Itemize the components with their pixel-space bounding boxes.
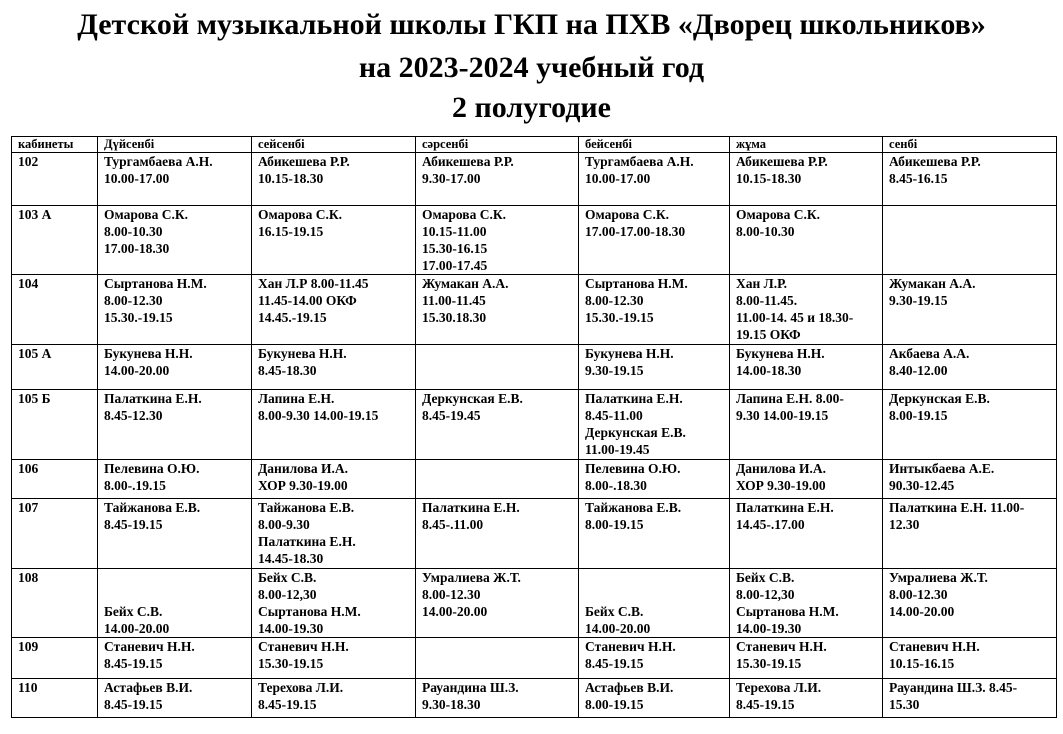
schedule-cell: Астафьев В.И. 8.00-19.15 bbox=[578, 678, 730, 718]
schedule-cell: Абикешева Р.Р. 8.45-16.15 bbox=[882, 152, 1057, 206]
schedule-cell: Деркунская Е.В. 8.45-19.45 bbox=[415, 389, 579, 460]
schedule-cell: Бейх С.В. 8.00-12,30 Сыртанова Н.М. 14.0… bbox=[251, 568, 416, 638]
schedule-cell: Сыртанова Н.М. 8.00-12.30 15.30.-19.15 bbox=[97, 274, 252, 345]
room-cell: 109 bbox=[11, 637, 98, 679]
schedule-table: кабинеты Дүйсенбі сейсенбі сәрсенбі бейсенбі… bbox=[11, 136, 1057, 718]
schedule-cell: Жумакан А.А. 11.00-11.45 15.30.18.30 bbox=[415, 274, 579, 345]
room-cell: 104 bbox=[11, 274, 98, 345]
table-row: 107 Тайжанова Е.В. 8.45-19.15 Тайжанова Е.… bbox=[11, 498, 1057, 569]
schedule-cell: Станевич Н.Н. 10.15-16.15 bbox=[882, 637, 1057, 679]
schedule-cell: Палаткина Е.Н. 11.00- 12.30 bbox=[882, 498, 1057, 569]
schedule-cell: Лапина Е.Н. 8.00- 9.30 14.00-19.15 bbox=[729, 389, 883, 460]
schedule-cell: Омарова С.К. 10.15-11.00 15.30-16.15 17.… bbox=[415, 205, 579, 275]
schedule-cell: Сыртанова Н.М. 8.00-12.30 15.30.-19.15 bbox=[578, 274, 730, 345]
header-row: кабинеты Дүйсенбі сейсенбі сәрсенбі бейсенбі… bbox=[11, 136, 1057, 153]
schedule-cell: Омарова С.К. 8.00-10.30 bbox=[729, 205, 883, 275]
column-header: бейсенбі bbox=[578, 136, 730, 153]
room-cell: 108 bbox=[11, 568, 98, 638]
table-row: 105 Б Палаткина Е.Н. 8.45-12.30 Лапина Е.Н… bbox=[11, 389, 1057, 460]
table-row: 108 Бейх С.В. 14.00-20.00 Бейх С.В. 8.00-… bbox=[11, 568, 1057, 638]
schedule-cell: Абикешева Р.Р. 10.15-18.30 bbox=[251, 152, 416, 206]
schedule-cell: Станевич Н.Н. 15.30-19.15 bbox=[729, 637, 883, 679]
academic-year: на 2023-2024 учебный год bbox=[358, 51, 705, 84]
room-cell: 102 bbox=[11, 152, 98, 206]
table-row: 104 Сыртанова Н.М. 8.00-12.30 15.30.-19.1… bbox=[11, 274, 1057, 345]
schedule-cell: Астафьев В.И. 8.45-19.15 bbox=[97, 678, 252, 718]
schedule-cell: Данилова И.А. ХОР 9.30-19.00 bbox=[251, 459, 416, 499]
column-header: сейсенбі bbox=[251, 136, 416, 153]
schedule-cell bbox=[415, 459, 579, 499]
room-cell: 105 А bbox=[11, 344, 98, 390]
schedule-cell bbox=[415, 637, 579, 679]
schedule-cell: Тургамбаева А.Н. 10.00-17.00 bbox=[578, 152, 730, 206]
schedule-cell: Станевич Н.Н. 8.45-19.15 bbox=[578, 637, 730, 679]
column-header: сәрсенбі bbox=[415, 136, 579, 153]
table-row: 102 Тургамбаева А.Н. 10.00-17.00 Абикешева… bbox=[11, 152, 1057, 206]
schedule-cell: Абикешева Р.Р. 10.15-18.30 bbox=[729, 152, 883, 206]
schedule-cell: Рауандина Ш.З. 8.45- 15.30 bbox=[882, 678, 1057, 718]
schedule-cell: Букунева Н.Н. 14.00-20.00 bbox=[97, 344, 252, 390]
table-row: 110 Астафьев В.И. 8.45-19.15 Терехова Л.И.… bbox=[11, 678, 1057, 718]
schedule-cell: Умралиева Ж.Т. 8.00-12.30 14.00-20.00 bbox=[415, 568, 579, 638]
schedule-cell bbox=[882, 205, 1057, 275]
schedule-cell: Умралиева Ж.Т. 8.00-12.30 14.00-20.00 bbox=[882, 568, 1057, 638]
table-row: 109 Станевич Н.Н. 8.45-19.15 Станевич Н.Н.… bbox=[11, 637, 1057, 679]
schedule-cell: Рауандина Ш.З. 9.30-18.30 bbox=[415, 678, 579, 718]
schedule-cell: Лапина Е.Н. 8.00-9.30 14.00-19.15 bbox=[251, 389, 416, 460]
room-cell: 107 bbox=[11, 498, 98, 569]
schedule-cell: Тайжанова Е.В. 8.00-19.15 bbox=[578, 498, 730, 569]
schedule-cell: Палаткина Е.Н. 14.45-.17.00 bbox=[729, 498, 883, 569]
schedule-cell: Пелевина О.Ю. 8.00-.18.30 bbox=[578, 459, 730, 499]
column-header: Дүйсенбі bbox=[97, 136, 252, 153]
schedule-cell: Бейх С.В. 8.00-12,30 Сыртанова Н.М. 14.0… bbox=[729, 568, 883, 638]
schedule-cell: Станевич Н.Н. 8.45-19.15 bbox=[97, 637, 252, 679]
column-header: кабинеты bbox=[11, 136, 98, 153]
schedule-cell: Интыкбаева А.Е. 90.30-12.45 bbox=[882, 459, 1057, 499]
schedule-cell bbox=[415, 344, 579, 390]
column-header: жұма bbox=[729, 136, 883, 153]
room-cell: 106 bbox=[11, 459, 98, 499]
schedule-cell: Жумакан А.А. 9.30-19.15 bbox=[882, 274, 1057, 345]
semester: 2 полугодие bbox=[451, 91, 611, 124]
room-cell: 105 Б bbox=[11, 389, 98, 460]
schedule-cell: Хан Л.Р 8.00-11.45 11.45-14.00 ОКФ 14.45… bbox=[251, 274, 416, 345]
room-cell: 103 А bbox=[11, 205, 98, 275]
schedule-cell: Абикешева Р.Р. 9.30-17.00 bbox=[415, 152, 579, 206]
schedule-cell: Букунева Н.Н. 8.45-18.30 bbox=[251, 344, 416, 390]
schedule-cell: Данилова И.А. ХОР 9.30-19.00 bbox=[729, 459, 883, 499]
schedule-cell: Бейх С.В. 14.00-20.00 bbox=[97, 568, 252, 638]
table-row: 103 А Омарова С.К. 8.00-10.30 17.00-18.30… bbox=[11, 205, 1057, 275]
document-title: Детской музыкальной школы ГКП на ПХВ «Дв… bbox=[77, 8, 986, 41]
schedule-cell: Букунева Н.Н. 9.30-19.15 bbox=[578, 344, 730, 390]
schedule-cell: Хан Л.Р. 8.00-11.45. 11.00-14. 45 и 18.3… bbox=[729, 274, 883, 345]
schedule-cell: Бейх С.В. 14.00-20.00 bbox=[578, 568, 730, 638]
schedule-cell: Омарова С.К. 16.15-19.15 bbox=[251, 205, 416, 275]
schedule-cell: Терехова Л.И. 8.45-19.15 bbox=[729, 678, 883, 718]
schedule-cell: Терехова Л.И. 8.45-19.15 bbox=[251, 678, 416, 718]
column-header: сенбі bbox=[882, 136, 1057, 153]
schedule-cell: Станевич Н.Н. 15.30-19.15 bbox=[251, 637, 416, 679]
room-cell: 110 bbox=[11, 678, 98, 718]
schedule-cell: Палаткина Е.Н. 8.45-.11.00 bbox=[415, 498, 579, 569]
schedule-cell: Букунева Н.Н. 14.00-18.30 bbox=[729, 344, 883, 390]
schedule-cell: Деркунская Е.В. 8.00-19.15 bbox=[882, 389, 1057, 460]
schedule-cell: Акбаева А.А. 8.40-12.00 bbox=[882, 344, 1057, 390]
schedule-cell: Пелевина О.Ю. 8.00-.19.15 bbox=[97, 459, 252, 499]
table-row: 105 А Букунева Н.Н. 14.00-20.00 Букунева Н… bbox=[11, 344, 1057, 390]
schedule-cell: Тайжанова Е.В. 8.00-9.30 Палаткина Е.Н. … bbox=[251, 498, 416, 569]
schedule-cell: Омарова С.К. 17.00-17.00-18.30 bbox=[578, 205, 730, 275]
schedule-cell: Палаткина Е.Н. 8.45-11.00 Деркунская Е.В… bbox=[578, 389, 730, 460]
schedule-cell: Тургамбаева А.Н. 10.00-17.00 bbox=[97, 152, 252, 206]
schedule-cell: Тайжанова Е.В. 8.45-19.15 bbox=[97, 498, 252, 569]
schedule-cell: Палаткина Е.Н. 8.45-12.30 bbox=[97, 389, 252, 460]
table-row: 106 Пелевина О.Ю. 8.00-.19.15 Данилова И.А… bbox=[11, 459, 1057, 499]
schedule-cell: Омарова С.К. 8.00-10.30 17.00-18.30 bbox=[97, 205, 252, 275]
